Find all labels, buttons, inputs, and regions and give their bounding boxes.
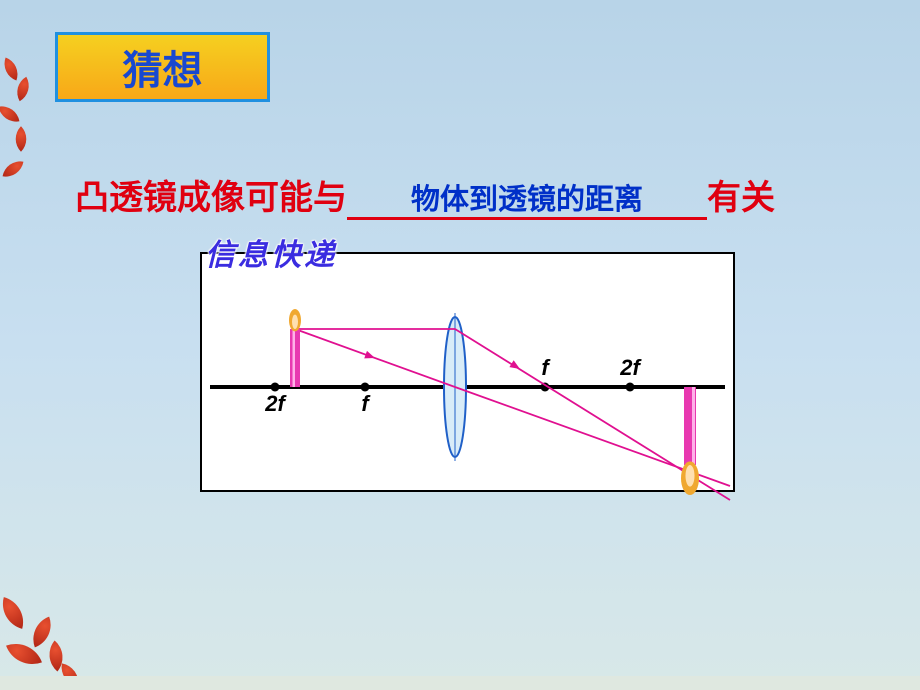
title-box: 猜想 (55, 32, 270, 102)
hypothesis-suffix: 有关 (707, 179, 775, 217)
hypothesis-fill: 物体到透镜的距离 (411, 184, 643, 216)
title-text: 猜想 (123, 38, 203, 96)
svg-text:f: f (361, 391, 371, 416)
svg-text:2f: 2f (619, 355, 642, 380)
decoration-leaves-bottom (0, 590, 90, 690)
hypothesis-prefix: 凸透镜成像可能与 (75, 179, 347, 217)
info-badge: 信息快递 (205, 230, 337, 274)
ray-diagram: 2f f f 2f (200, 252, 735, 537)
svg-text:f: f (541, 355, 551, 380)
blank-underline (347, 217, 707, 220)
decoration-leaves-top (0, 50, 40, 190)
bottom-band (0, 676, 920, 690)
hypothesis-line: 凸透镜成像可能与 物体到透镜的距离 有关 (75, 170, 775, 219)
hypothesis-blank: 物体到透镜的距离 (347, 176, 707, 218)
svg-text:2f: 2f (264, 391, 287, 416)
